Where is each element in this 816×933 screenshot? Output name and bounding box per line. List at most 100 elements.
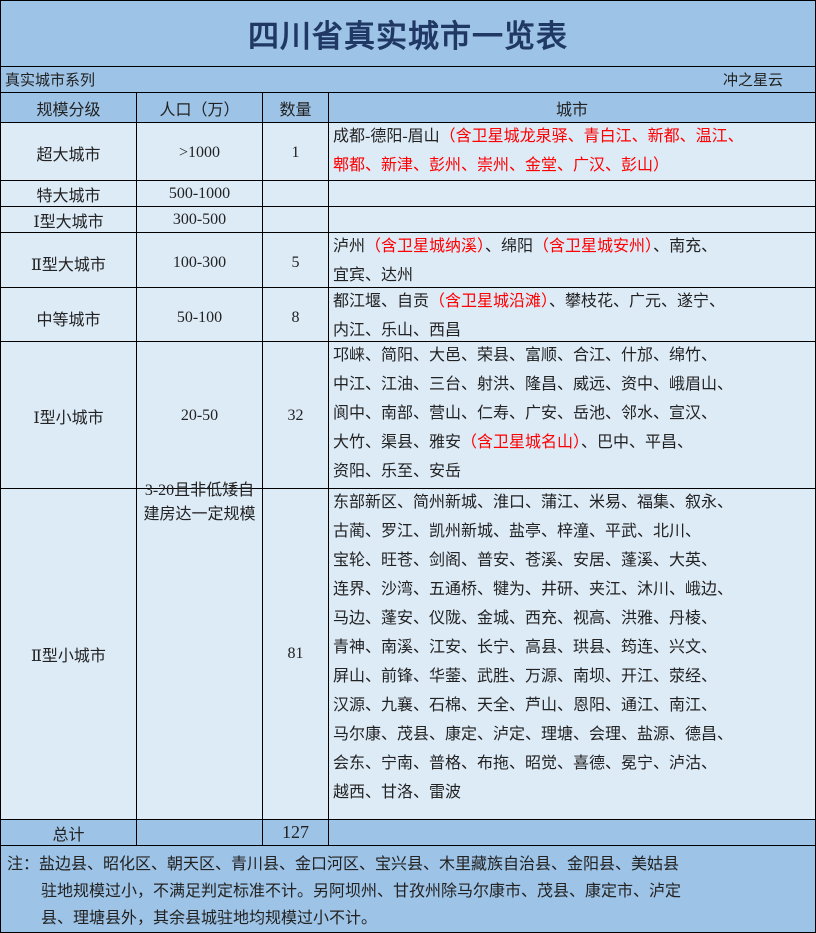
city-names: 泸州 bbox=[333, 238, 366, 255]
level-cell: Ⅰ型小城市 bbox=[1, 342, 137, 489]
total-label: 总计 bbox=[1, 820, 137, 845]
level-cell: 超大城市 bbox=[1, 123, 137, 183]
city-line: 邛崃、简阳、大邑、荣县、富顺、合江、什邡、绵竹、 bbox=[333, 344, 717, 373]
city-names: 、攀枝花、广元、遂宁、 bbox=[549, 293, 726, 310]
city-names: 、绵阳 bbox=[485, 238, 534, 255]
table-row: Ⅰ型大城市 300-500 bbox=[1, 207, 815, 233]
table-row: 中等城市 50-100 8 都江堰、自贡（含卫星城沿滩）、攀枝花、广元、遂宁、 内江、乐… bbox=[1, 288, 815, 348]
city-names: 邛崃、简阳、大邑、荣县、富顺、合江、什邡、绵竹、 bbox=[333, 347, 718, 364]
city-line: 越西、甘洛、雷波 bbox=[333, 781, 461, 810]
city-names: 青神、南溪、江安、长宁、高县、珙县、筠连、兴文、 bbox=[333, 639, 718, 656]
series-label: 真实城市系列 bbox=[5, 71, 96, 89]
author-label: 冲之星云 bbox=[722, 71, 783, 89]
population-cell: 3-20且非低矮自建房达一定规模 bbox=[137, 479, 263, 819]
city-line: 中江、江油、三台、射洪、隆昌、威远、资中、峨眉山、 bbox=[333, 373, 733, 402]
total-count: 127 bbox=[263, 820, 329, 845]
city-names: 宝轮、旺苍、剑阁、普安、苍溪、安居、蓬溪、大英、 bbox=[333, 552, 718, 569]
city-line: 屏山、前锋、华蓥、武胜、万源、南坝、开江、荥经、 bbox=[333, 665, 717, 694]
cities-cell: 成都-德阳-眉山（含卫星城龙泉驿、青白江、新都、温江、郫都、新津、彭州、崇州、金… bbox=[329, 123, 815, 183]
city-names: 越西、甘洛、雷波 bbox=[333, 784, 462, 801]
population-cell: >1000 bbox=[137, 123, 263, 183]
satellite-city-note: （含卫星城纳溪） bbox=[365, 238, 486, 255]
table-row: 超大城市 >1000 1 成都-德阳-眉山（含卫星城龙泉驿、青白江、新都、温江、郫都、… bbox=[1, 123, 815, 183]
city-names: 中江、江油、三台、射洪、隆昌、威远、资中、峨眉山、 bbox=[333, 376, 734, 393]
count-cell bbox=[263, 207, 329, 232]
city-names: 东部新区、简州新城、淮口、蒲江、米易、福集、叙永、 bbox=[333, 494, 734, 511]
table-row: Ⅰ型小城市 20-50 32 邛崃、简阳、大邑、荣县、富顺、合江、什邡、绵竹、 中江、江… bbox=[1, 342, 815, 489]
city-names: 成都-德阳-眉山 bbox=[333, 128, 440, 145]
header-population: 人口（万） bbox=[137, 93, 263, 122]
count-cell: 1 bbox=[263, 123, 329, 183]
footnote-line: 驻地规模过小，不满足判定标准不计。另阿坝州、甘孜州除马尔康市、茂县、康定市、泸定 bbox=[41, 881, 682, 900]
count-cell: 5 bbox=[263, 233, 329, 293]
city-names: 连界、沙湾、五通桥、犍为、井研、夹江、沐川、峨边、 bbox=[333, 581, 734, 598]
city-names: 汉源、九襄、石棉、天全、芦山、恩阳、通江、南江、 bbox=[333, 697, 718, 714]
satellite-city-note: （含卫星城名山） bbox=[461, 434, 582, 451]
count-cell: 81 bbox=[263, 489, 329, 819]
city-names: 内江、乐山、西昌 bbox=[333, 322, 462, 339]
satellite-city-note: 郫都、新津、彭州、崇州、金堂、广汉、彭山） bbox=[333, 157, 670, 174]
page-title: 四川省真实城市一览表 bbox=[1, 1, 815, 67]
count-cell: 8 bbox=[263, 288, 329, 348]
city-names: 古蔺、罗江、凯州新城、盐亭、梓潼、平武、北川、 bbox=[333, 523, 702, 540]
footnote-line: 注：盐边县、昭化区、朝天区、青川县、金口河区、宝兴县、木里藏族自治县、金阳县、美… bbox=[7, 854, 680, 873]
city-line: 东部新区、简州新城、淮口、蒲江、米易、福集、叙永、 bbox=[333, 491, 733, 520]
city-line: 马尔康、茂县、康定、泸定、理塘、会理、盐源、德昌、 bbox=[333, 723, 733, 752]
total-population bbox=[137, 820, 263, 845]
satellite-city-note: （含卫星城龙泉驿、青白江、新都、温江、 bbox=[439, 128, 744, 145]
satellite-city-note: （含卫星城安州） bbox=[533, 238, 654, 255]
city-names: 资阳、乐至、安岳 bbox=[333, 463, 462, 480]
city-line: 成都-德阳-眉山（含卫星城龙泉驿、青白江、新都、温江、 bbox=[333, 125, 744, 154]
total-cities bbox=[329, 820, 815, 845]
count-cell bbox=[263, 181, 329, 206]
city-line: 都江堰、自贡（含卫星城沿滩）、攀枝花、广元、遂宁、 bbox=[333, 290, 725, 319]
subtitle-bar: 真实城市系列 冲之星云 bbox=[1, 67, 815, 93]
city-names: 会东、宁南、普格、布拖、昭觉、喜德、冕宁、泸沽、 bbox=[333, 755, 718, 772]
table-header: 规模分级 人口（万） 数量 城市 bbox=[1, 93, 815, 123]
city-names: 都江堰、自贡 bbox=[333, 293, 430, 310]
level-cell: Ⅱ型大城市 bbox=[1, 233, 137, 293]
city-line: 宝轮、旺苍、剑阁、普安、苍溪、安居、蓬溪、大英、 bbox=[333, 549, 717, 578]
city-line: 泸州（含卫星城纳溪）、绵阳（含卫星城安州）、南充、 bbox=[333, 235, 717, 264]
city-line: 连界、沙湾、五通桥、犍为、井研、夹江、沐川、峨边、 bbox=[333, 578, 733, 607]
city-line: 马边、蓬安、仪陇、金城、西充、视高、洪雅、丹棱、 bbox=[333, 607, 717, 636]
satellite-city-note: （含卫星城沿滩） bbox=[429, 293, 550, 310]
total-row: 总计 127 bbox=[1, 820, 815, 846]
city-names: 马边、蓬安、仪陇、金城、西充、视高、洪雅、丹棱、 bbox=[333, 610, 718, 627]
city-names: 屏山、前锋、华蓥、武胜、万源、南坝、开江、荥经、 bbox=[333, 668, 718, 685]
population-cell: 300-500 bbox=[137, 207, 263, 232]
cities-cell: 泸州（含卫星城纳溪）、绵阳（含卫星城安州）、南充、宜宾、达州 bbox=[329, 233, 815, 293]
city-line: 古蔺、罗江、凯州新城、盐亭、梓潼、平武、北川、 bbox=[333, 520, 701, 549]
city-names: 阆中、南部、营山、仁寿、广安、岳池、邻水、宣汉、 bbox=[333, 405, 718, 422]
city-line: 汉源、九襄、石棉、天全、芦山、恩阳、通江、南江、 bbox=[333, 694, 717, 723]
city-names: 大竹、渠县、雅安 bbox=[333, 434, 462, 451]
header-level: 规模分级 bbox=[1, 93, 137, 122]
level-cell: 中等城市 bbox=[1, 288, 137, 348]
header-count: 数量 bbox=[263, 93, 329, 122]
city-line: 郫都、新津、彭州、崇州、金堂、广汉、彭山） bbox=[333, 154, 669, 183]
level-cell: Ⅱ型小城市 bbox=[1, 489, 137, 819]
level-cell: 特大城市 bbox=[1, 181, 137, 206]
level-cell: Ⅰ型大城市 bbox=[1, 207, 137, 232]
cities-cell: 邛崃、简阳、大邑、荣县、富顺、合江、什邡、绵竹、 中江、江油、三台、射洪、隆昌、威… bbox=[329, 342, 815, 489]
population-cell: 20-50 bbox=[137, 342, 263, 489]
cities-cell: 都江堰、自贡（含卫星城沿滩）、攀枝花、广元、遂宁、内江、乐山、西昌 bbox=[329, 288, 815, 348]
footnote: 注：盐边县、昭化区、朝天区、青川县、金口河区、宝兴县、木里藏族自治县、金阳县、美… bbox=[1, 846, 815, 932]
city-line: 宜宾、达州 bbox=[333, 264, 413, 293]
city-line: 会东、宁南、普格、布拖、昭觉、喜德、冕宁、泸沽、 bbox=[333, 752, 717, 781]
city-line: 内江、乐山、西昌 bbox=[333, 319, 461, 348]
cities-cell bbox=[329, 181, 815, 206]
footnote-line: 县、理塘县外，其余县城驻地均规模过小不计。 bbox=[41, 908, 378, 927]
city-line: 阆中、南部、营山、仁寿、广安、岳池、邻水、宣汉、 bbox=[333, 402, 717, 431]
city-names: 宜宾、达州 bbox=[333, 267, 414, 284]
city-line: 青神、南溪、江安、长宁、高县、珙县、筠连、兴文、 bbox=[333, 636, 717, 665]
city-names: 、巴中、平昌、 bbox=[581, 434, 694, 451]
city-names: 马尔康、茂县、康定、泸定、理塘、会理、盐源、德昌、 bbox=[333, 726, 734, 743]
city-line: 大竹、渠县、雅安（含卫星城名山）、巴中、平昌、 bbox=[333, 431, 693, 460]
count-cell: 32 bbox=[263, 342, 329, 489]
population-cell: 100-300 bbox=[137, 233, 263, 293]
city-line: 资阳、乐至、安岳 bbox=[333, 460, 461, 489]
header-cities: 城市 bbox=[555, 101, 588, 119]
cities-cell: 东部新区、简州新城、淮口、蒲江、米易、福集、叙永、 古蔺、罗江、凯州新城、盐亭、梓… bbox=[329, 489, 815, 819]
